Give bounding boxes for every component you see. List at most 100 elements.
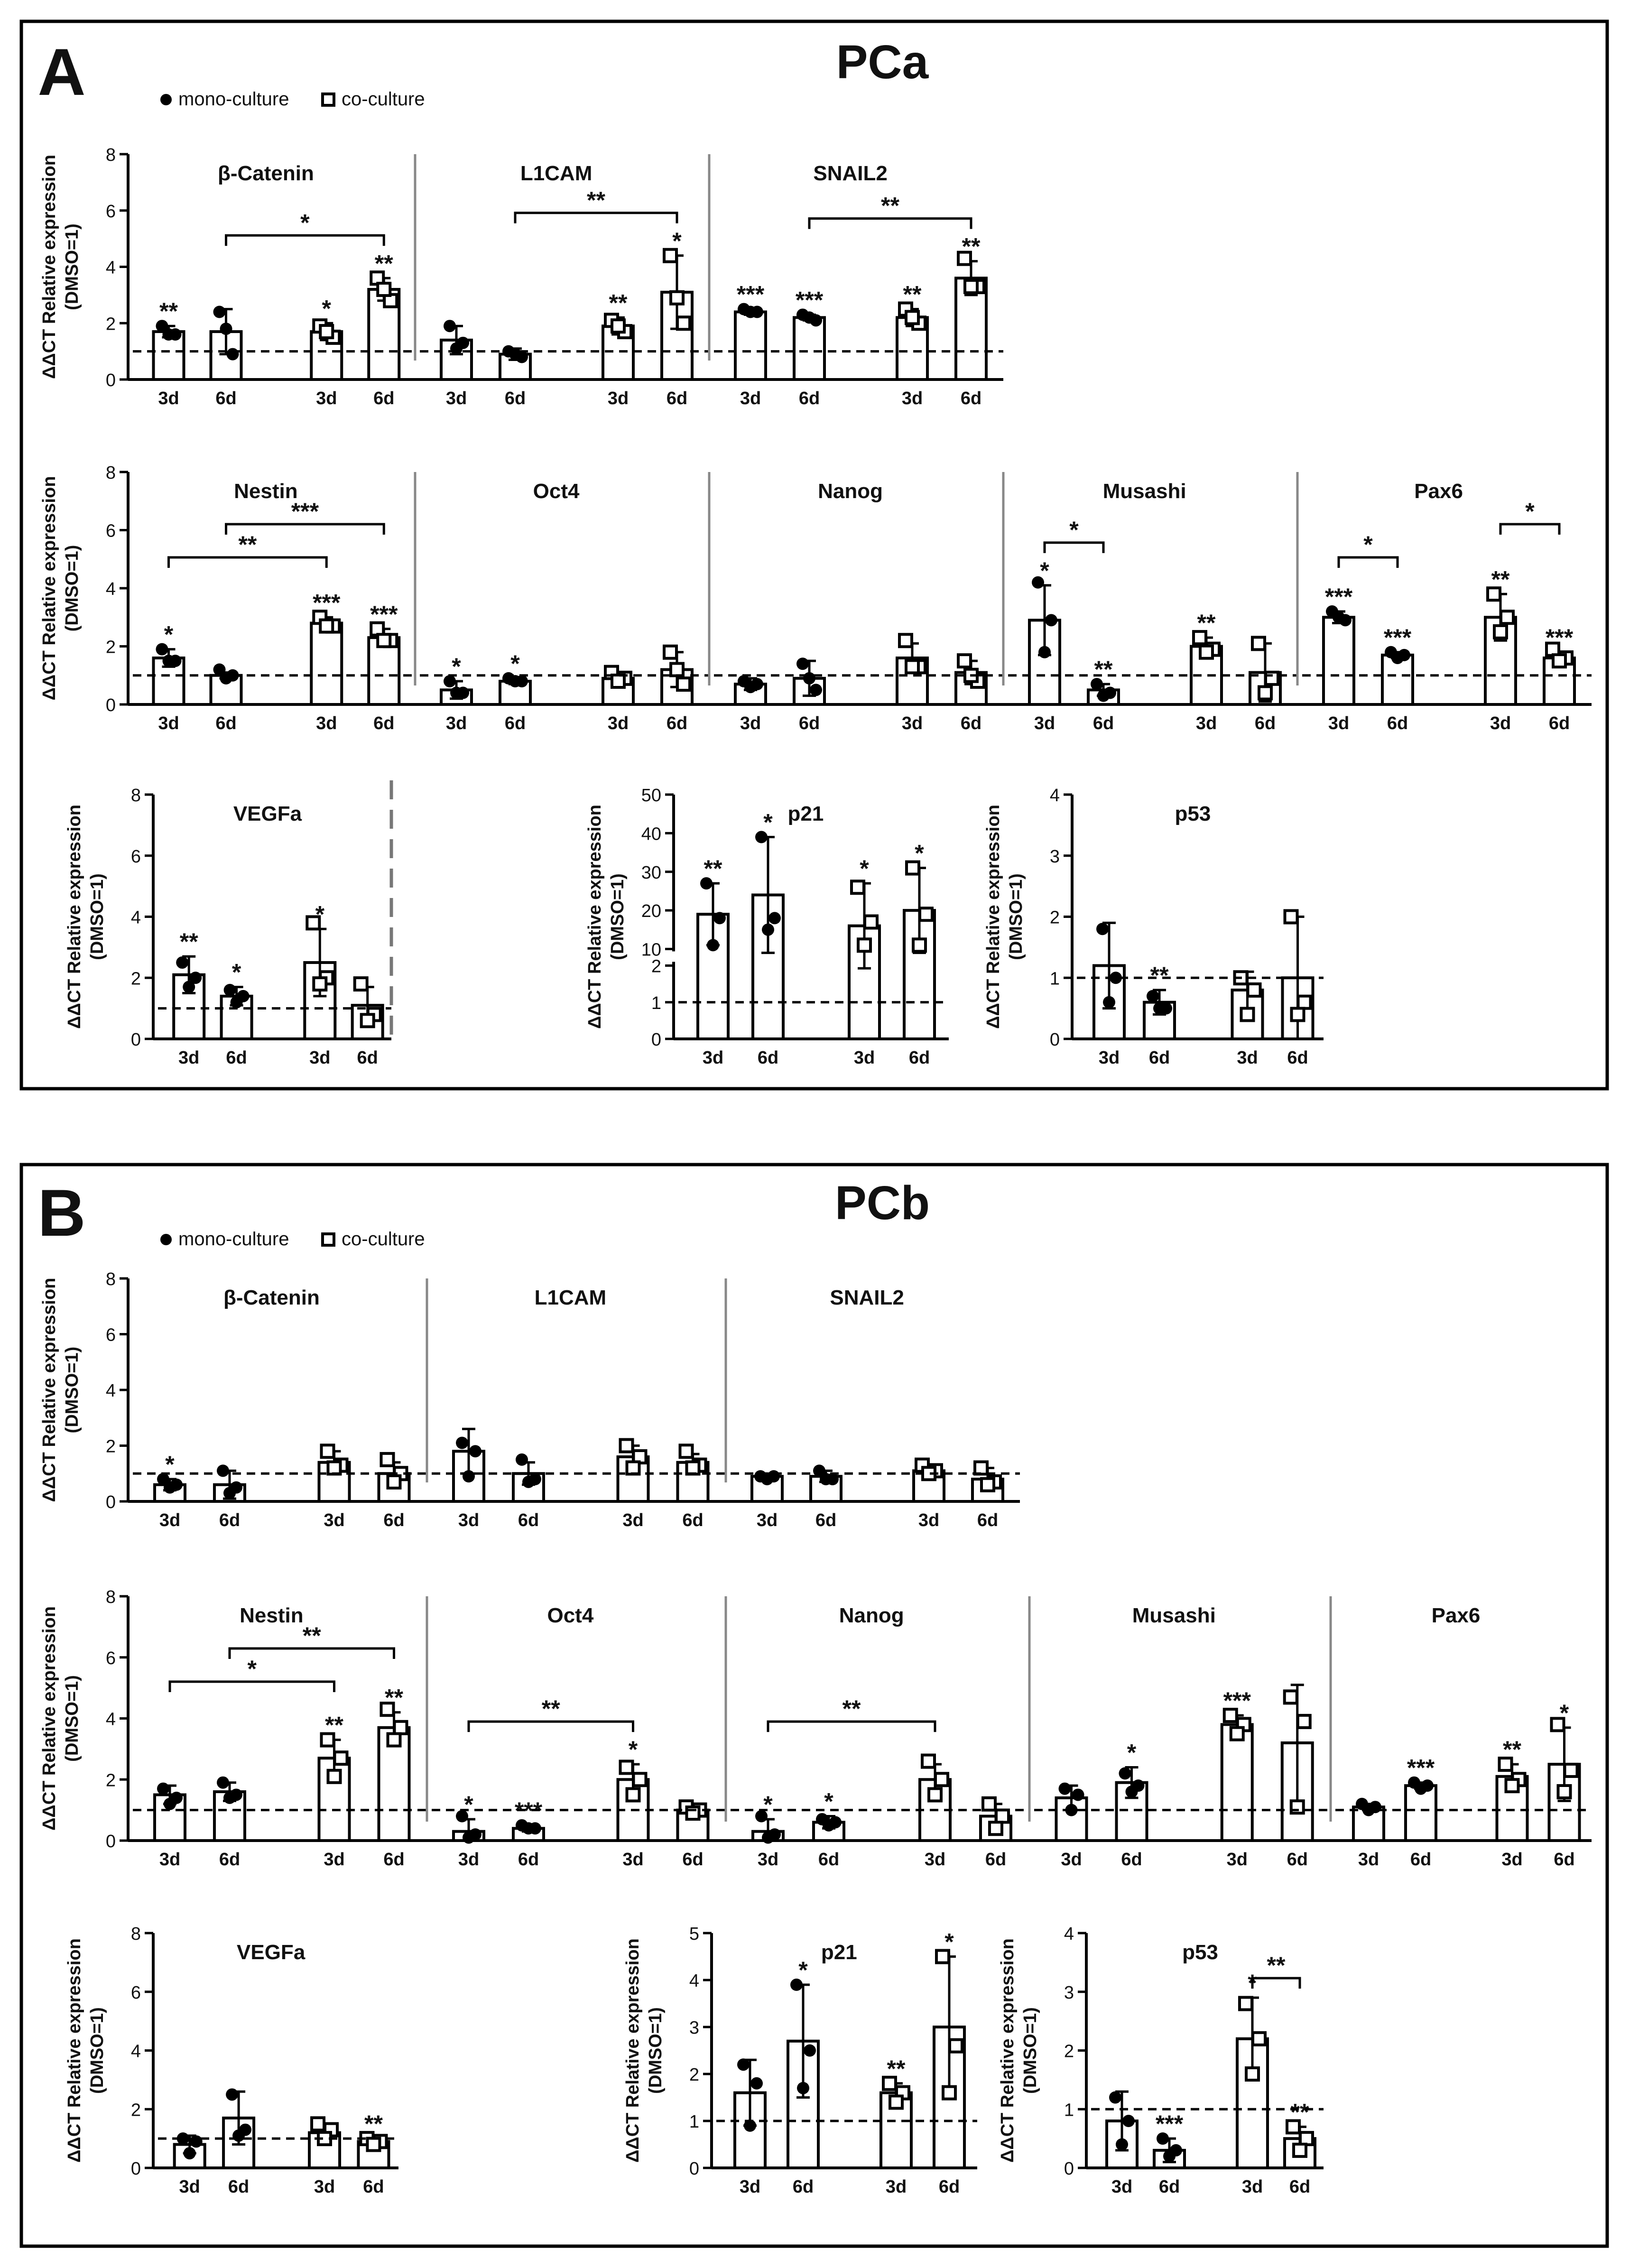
- data-point-co: [1486, 586, 1501, 602]
- y-tick-label: 4: [689, 1971, 699, 1991]
- data-point-co: [1289, 1799, 1305, 1815]
- y-tick-label: 6: [106, 521, 116, 541]
- data-point-mono: [226, 2088, 239, 2101]
- data-point-co: [1292, 2142, 1307, 2158]
- data-point-co: [882, 2075, 897, 2091]
- data-point-mono: [456, 1436, 468, 1449]
- data-point-mono: [1097, 689, 1110, 702]
- data-point-co: [320, 1732, 335, 1748]
- data-point-mono: [463, 1470, 475, 1483]
- data-point-co: [1229, 1726, 1245, 1741]
- y-tick-label: 3: [1050, 847, 1060, 867]
- significance-label: **: [962, 233, 981, 260]
- data-point-co: [948, 2038, 963, 2054]
- comparison-bracket: [228, 1647, 395, 1659]
- significance-label: ***: [1546, 624, 1574, 651]
- significance-label: **: [1094, 656, 1113, 683]
- data-point-mono: [156, 320, 168, 333]
- data-point-co: [850, 879, 865, 895]
- data-point-co: [995, 1808, 1010, 1824]
- significance-label: **: [364, 2111, 383, 2137]
- subplot-p21: p21 ** 3d * 6d * 3d * 6d: [674, 802, 949, 1068]
- data-point-co: [1240, 1007, 1255, 1022]
- y-axis-label: ΔΔCT Relative expression (DMSO=1): [39, 155, 82, 379]
- data-point-co: [386, 1732, 402, 1748]
- data-point-mono: [790, 1978, 803, 1991]
- x-tick-label: 6d: [373, 713, 394, 733]
- y-axis-label-line1: ΔΔCT Relative expression: [39, 155, 59, 379]
- significance-label: *: [915, 840, 924, 867]
- panel-letter: A: [37, 35, 85, 109]
- y-axis-label-line1: ΔΔCT Relative expression: [998, 1938, 1018, 2163]
- x-tick-label: 6d: [383, 1510, 404, 1530]
- subplot-title: VEGFa: [233, 802, 302, 825]
- data-point-mono: [750, 2077, 763, 2090]
- data-point-mono: [1163, 2150, 1176, 2163]
- subplot--catenin: β-Catenin ** 3d 6d * 3d ** 6d *: [128, 162, 415, 408]
- x-tick-label: 3d: [758, 1850, 778, 1870]
- comparison-bracket: [1251, 1977, 1301, 1989]
- comparison-bracket: [168, 1680, 335, 1692]
- data-point-co: [981, 1796, 997, 1812]
- data-point-mono: [220, 672, 232, 685]
- data-point-co: [905, 310, 920, 325]
- x-tick-label: 3d: [886, 2177, 907, 2197]
- subplot-title: β-Catenin: [223, 1286, 320, 1309]
- comparison-bracket: [1337, 556, 1399, 568]
- subplot-oct4: Oct4*3d***6d*3d 6d**: [427, 1604, 726, 1870]
- subplot-snail2: SNAIL2 *** 3d *** 6d ** 3d ** 6d **: [709, 162, 1003, 408]
- comparison-label: **: [881, 193, 899, 219]
- data-point-mono: [156, 643, 168, 656]
- y-axis-label: ΔΔCT Relative expression (DMSO=1): [65, 805, 107, 1029]
- y-tick-label: 4: [106, 579, 116, 599]
- data-point-mono: [230, 996, 243, 1009]
- data-point-mono: [516, 1453, 528, 1466]
- y-tick-label: 0: [106, 1832, 116, 1851]
- comparison-bracket: [767, 1720, 936, 1732]
- significance-label: **: [704, 855, 722, 882]
- data-point-co: [393, 1720, 408, 1735]
- y-tick-label: 1: [1050, 969, 1060, 989]
- data-point-co: [1498, 1757, 1513, 1772]
- data-point-mono: [707, 939, 719, 952]
- y-tick-label: 2: [106, 314, 116, 334]
- data-point-mono: [1103, 996, 1115, 1009]
- data-point-co: [319, 618, 334, 634]
- subplot-title: p53: [1182, 1941, 1218, 1964]
- significance-label: *: [763, 809, 773, 836]
- y-tick-label: 4: [131, 908, 141, 928]
- y-axis-label-line2: (DMSO=1): [1020, 2007, 1040, 2094]
- x-tick-label: 3d: [1490, 713, 1511, 733]
- data-point-co: [1296, 994, 1312, 1010]
- data-point-co: [980, 1477, 995, 1492]
- significance-label: ***: [1223, 1687, 1251, 1714]
- significance-label: **: [385, 1685, 403, 1711]
- subplot-l1cam: L1CAM 3d 6d 3d 6d: [427, 1286, 726, 1530]
- data-point-co: [942, 2085, 957, 2101]
- x-tick-label: 6d: [226, 1048, 247, 1068]
- x-tick-label: 3d: [1242, 2177, 1263, 2197]
- data-point-co: [1552, 653, 1567, 669]
- significance-label: *: [1560, 1700, 1569, 1726]
- y-tick-label: 0: [1050, 1030, 1060, 1050]
- x-tick-label: 3d: [1237, 1048, 1258, 1068]
- y-axis-label: ΔΔCT Relative expression (DMSO=1): [983, 805, 1026, 1029]
- data-point-co: [918, 907, 934, 922]
- comparison-bracket: [225, 234, 385, 246]
- data-point-co: [898, 633, 913, 648]
- data-point-mono: [444, 320, 456, 333]
- data-point-mono: [803, 672, 815, 685]
- y-tick-label: 2: [131, 2100, 141, 2120]
- y-axis-label: ΔΔCT Relative expression (DMSO=1): [65, 1938, 107, 2163]
- comparison-label: **: [1267, 1952, 1286, 1979]
- significance-label: *: [510, 650, 520, 677]
- bar: [734, 310, 767, 381]
- data-point-mono: [164, 1797, 176, 1810]
- x-tick-label: 6d: [1289, 2177, 1310, 2197]
- data-point-mono: [744, 305, 757, 318]
- data-point-co: [663, 248, 678, 263]
- subplot-p21: p21 3d * 6d ** 3d * 6d: [712, 1929, 977, 2197]
- significance-label: **: [180, 928, 198, 955]
- subplot-pax6: Pax6 3d *** 6d ** 3d * 6d: [1331, 1604, 1592, 1870]
- data-point-mono: [744, 2119, 756, 2132]
